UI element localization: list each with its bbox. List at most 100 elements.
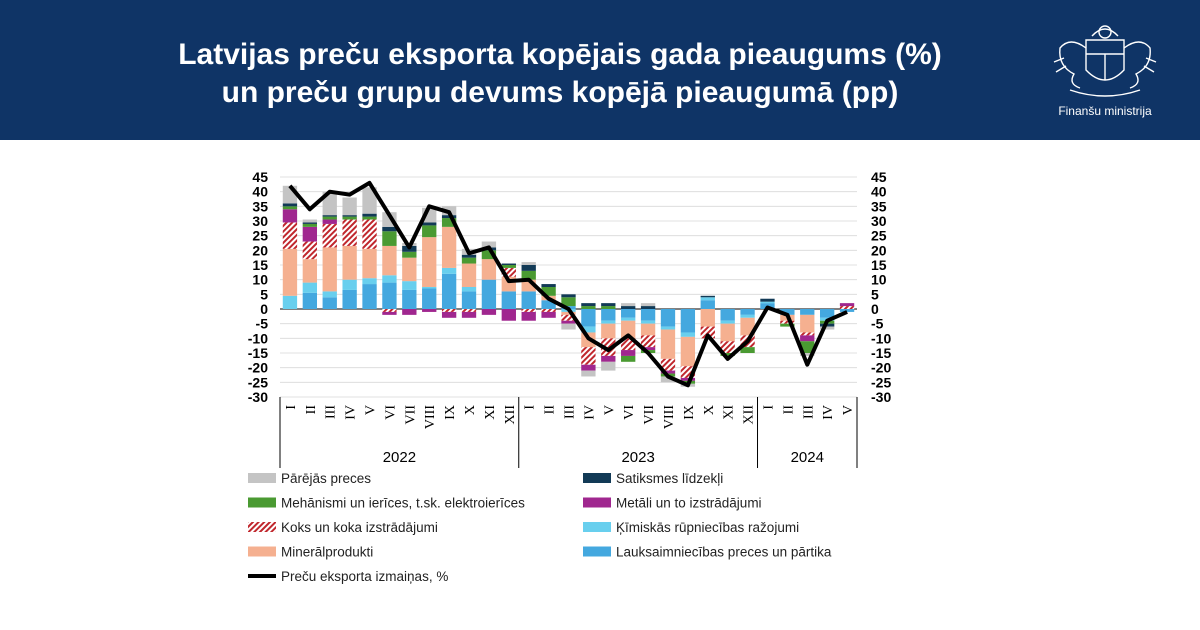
bar-segment bbox=[621, 309, 636, 318]
bar-segment bbox=[740, 314, 755, 318]
bar-segment bbox=[800, 353, 815, 356]
bar-segment bbox=[362, 284, 377, 309]
bar-segment bbox=[581, 364, 596, 371]
bar-segment bbox=[282, 295, 298, 309]
export-change-line bbox=[288, 180, 848, 388]
y-tick-label-right: 0 bbox=[871, 301, 879, 317]
y-tick-label-left: -20 bbox=[248, 360, 268, 376]
page-title-line-2: un preču grupu devums kopējā pieaugumā (… bbox=[221, 76, 899, 109]
bar-segment bbox=[621, 317, 636, 321]
bar-segment bbox=[342, 245, 357, 280]
bar-segment bbox=[800, 309, 815, 315]
bar-segment bbox=[302, 292, 318, 309]
bar-segment bbox=[441, 273, 457, 309]
coat-of-arms-icon bbox=[1053, 25, 1157, 97]
y-tick-label-right: 45 bbox=[871, 169, 887, 185]
legend-swatch bbox=[248, 522, 276, 532]
bar-segment bbox=[521, 270, 536, 280]
page-title-line-1: Latvijas preču eksporta kopējais gada pi… bbox=[178, 38, 942, 71]
bar-segment bbox=[800, 332, 815, 336]
x-tick-label: V bbox=[841, 405, 856, 415]
bar-segment bbox=[481, 259, 497, 280]
x-tick-label: II bbox=[543, 405, 558, 415]
bar-segment bbox=[322, 216, 337, 220]
bar-segment bbox=[402, 281, 417, 290]
bar-segment bbox=[402, 257, 417, 282]
x-tick-label: VII bbox=[403, 405, 418, 425]
bar-segment bbox=[422, 225, 437, 238]
bar-segment bbox=[422, 222, 437, 226]
x-tick-label: X bbox=[463, 405, 478, 415]
bar-segment bbox=[640, 335, 656, 348]
y-tick-label-left: 5 bbox=[260, 286, 268, 302]
bar-segment bbox=[561, 297, 576, 307]
stacked-bars bbox=[282, 185, 855, 387]
y-tick-label-left: 0 bbox=[260, 301, 268, 317]
bar-segment bbox=[700, 297, 715, 301]
coat-of-arms-logo: Finanšu ministrija bbox=[1040, 18, 1170, 128]
y-tick-label-left: -25 bbox=[248, 374, 268, 390]
x-tick-label: I bbox=[523, 405, 538, 410]
y-tick-label-right: -30 bbox=[871, 389, 891, 405]
y-tick-label-left: 30 bbox=[252, 213, 268, 229]
bar-segment bbox=[521, 262, 536, 265]
x-tick-label: VIII bbox=[662, 405, 677, 429]
legend-label: Koks un koka izstrādājumi bbox=[281, 520, 438, 535]
bar-segment bbox=[541, 300, 556, 309]
x-tick-label: X bbox=[702, 405, 717, 415]
bar-segment bbox=[760, 301, 775, 304]
x-tick-label: XII bbox=[742, 405, 757, 425]
bar-segment bbox=[441, 309, 457, 312]
bar-segment bbox=[581, 309, 596, 327]
year-label: 2022 bbox=[383, 449, 416, 466]
bar-segment bbox=[561, 323, 576, 330]
bar-segment bbox=[660, 309, 676, 327]
bar-segment bbox=[819, 326, 835, 330]
bar-segment bbox=[302, 226, 318, 242]
y-tick-label-right: -20 bbox=[871, 360, 891, 376]
x-tick-label: I bbox=[284, 405, 299, 410]
bar-segment bbox=[800, 335, 815, 342]
legend-label: Mehānismi un ierīces, t.sk. elektroierīc… bbox=[281, 496, 525, 511]
bar-segment bbox=[561, 320, 576, 324]
bar-segment bbox=[839, 306, 855, 309]
bar-segment bbox=[720, 323, 735, 342]
y-tick-label-right: -10 bbox=[871, 330, 891, 346]
bar-segment bbox=[481, 279, 497, 309]
y-tick-label-right: -25 bbox=[871, 374, 891, 390]
bar-segment bbox=[680, 309, 696, 333]
bar-segment bbox=[601, 355, 616, 362]
bar-segment bbox=[720, 353, 735, 356]
legend-label: Preču eksporta izmaiņas, % bbox=[281, 569, 448, 584]
y-tick-label-left: -30 bbox=[248, 389, 268, 405]
x-tick-label: IX bbox=[443, 405, 458, 420]
x-tick-label: II bbox=[304, 405, 319, 415]
header-banner: Latvijas preču eksporta kopējais gada pi… bbox=[0, 0, 1200, 140]
bar-segment bbox=[481, 309, 497, 315]
legend-swatch bbox=[583, 522, 611, 532]
x-tick-label: III bbox=[563, 405, 578, 419]
bar-segment bbox=[501, 265, 516, 268]
bar-segment bbox=[621, 355, 636, 362]
bar-segment bbox=[720, 320, 735, 324]
bar-segment bbox=[601, 320, 616, 324]
y-tick-label-right: 20 bbox=[871, 242, 887, 258]
x-tick-label: XI bbox=[722, 405, 737, 420]
y-tick-label-right: 5 bbox=[871, 286, 879, 302]
bar-segment bbox=[720, 341, 735, 353]
legend-swatch bbox=[583, 473, 611, 483]
x-tick-label: III bbox=[324, 405, 339, 419]
legend-label: Pārējās preces bbox=[281, 471, 371, 486]
bar-segment bbox=[322, 247, 337, 292]
bar-segment bbox=[342, 219, 357, 246]
bar-segment bbox=[640, 309, 656, 321]
bar-segment bbox=[640, 306, 656, 309]
bar-segment bbox=[521, 279, 536, 292]
bar-segment bbox=[601, 309, 616, 321]
bar-segment bbox=[541, 309, 556, 312]
ministry-name: Finanšu ministrija bbox=[1058, 104, 1152, 118]
bar-segment bbox=[342, 289, 357, 309]
bar-segment bbox=[621, 306, 636, 309]
x-tick-label: IV bbox=[821, 405, 836, 420]
